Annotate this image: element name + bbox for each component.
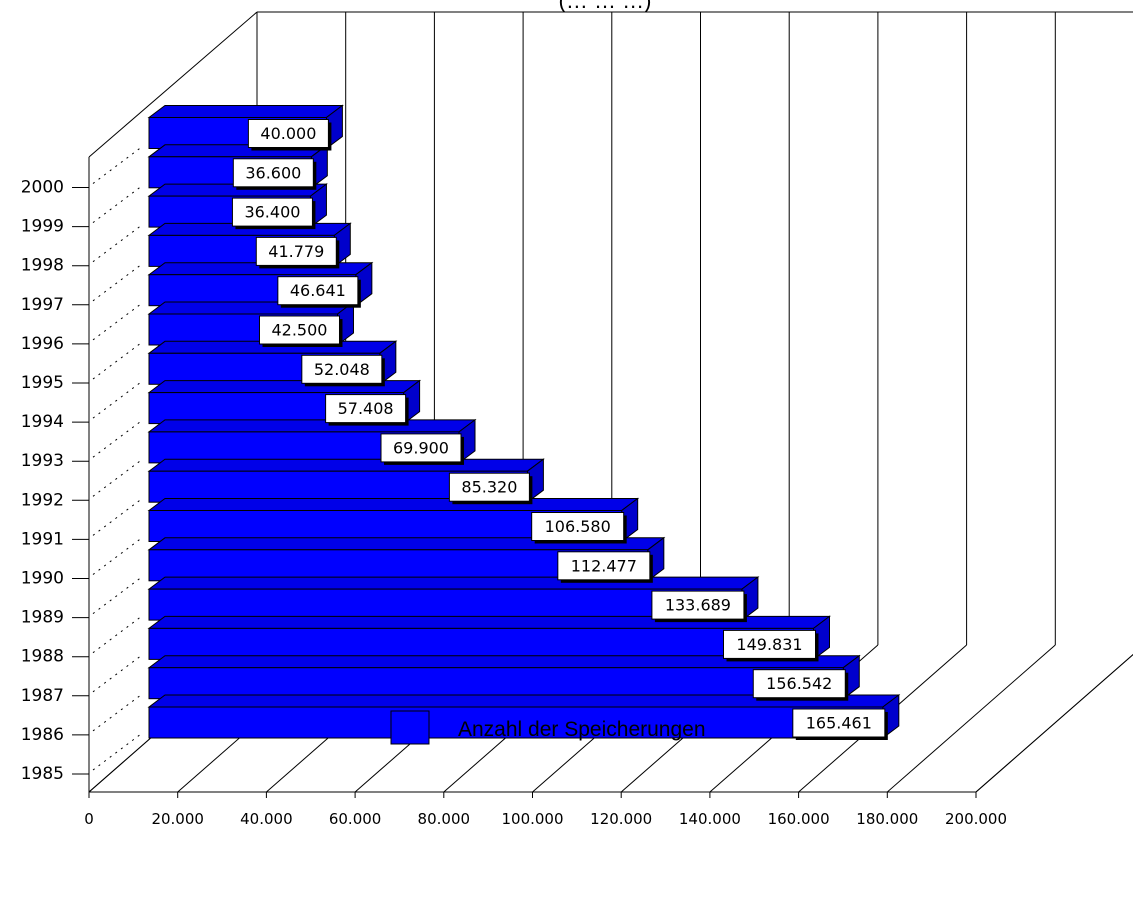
bar bbox=[148, 667, 844, 700]
data-label-box bbox=[232, 158, 314, 188]
data-label-box bbox=[723, 629, 817, 659]
data-label: 156.542 bbox=[766, 674, 832, 693]
y-category-label: 1993 bbox=[21, 451, 64, 471]
data-label: 133.689 bbox=[665, 596, 731, 615]
y-category-label: 1986 bbox=[21, 725, 64, 745]
chart-title: (… … …) bbox=[559, 0, 652, 13]
x-tick-label: 160.000 bbox=[768, 810, 830, 828]
bar-top-face bbox=[147, 576, 760, 590]
floor-right-edge bbox=[975, 653, 1133, 793]
y-category-label: 2000 bbox=[21, 178, 64, 198]
data-label: 40.000 bbox=[260, 124, 316, 143]
y-category-label: 1985 bbox=[21, 764, 64, 784]
data-label-box bbox=[651, 590, 745, 620]
y-category-label: 1997 bbox=[21, 295, 64, 315]
data-label-box bbox=[231, 197, 313, 227]
wall-dotted-line bbox=[92, 147, 142, 184]
data-label: 57.408 bbox=[338, 399, 394, 418]
data-label: 106.580 bbox=[545, 517, 611, 536]
x-tick-label: 180.000 bbox=[856, 810, 918, 828]
wall-dotted-line bbox=[92, 420, 142, 458]
y-category-label: 1995 bbox=[21, 373, 64, 393]
data-label-box bbox=[255, 236, 337, 266]
wall-dotted-line bbox=[92, 264, 142, 302]
x-tick-label: 120.000 bbox=[590, 810, 652, 828]
data-label: 52.048 bbox=[314, 360, 370, 379]
data-label: 46.641 bbox=[290, 281, 346, 300]
bar-top-face bbox=[147, 498, 640, 511]
legend-swatch bbox=[390, 710, 430, 745]
y-category-label: 1989 bbox=[21, 608, 64, 628]
wall-dotted-line bbox=[92, 186, 142, 224]
data-label: 112.477 bbox=[571, 556, 637, 575]
data-label: 41.779 bbox=[268, 242, 324, 261]
data-label-box bbox=[557, 551, 651, 581]
data-label: 149.831 bbox=[736, 635, 802, 654]
wall-dotted-line bbox=[92, 225, 142, 263]
data-label-box bbox=[258, 315, 340, 345]
y-category-label: 1987 bbox=[21, 686, 64, 706]
y-category-label: 1994 bbox=[21, 412, 64, 432]
y-category-label: 1991 bbox=[21, 529, 64, 549]
data-label: 165.461 bbox=[806, 714, 872, 733]
legend-label: Anzahl der Speicherungen bbox=[458, 718, 706, 741]
data-label: 69.900 bbox=[393, 438, 449, 457]
y-category-label: 1992 bbox=[21, 490, 64, 510]
wall-dotted-line bbox=[92, 381, 142, 419]
data-labels: 165.461 156.542 149.831 133.689 112.477 106.5… bbox=[231, 119, 888, 740]
legend: Anzahl der Speicherungen bbox=[390, 710, 706, 745]
data-label-box bbox=[448, 472, 530, 502]
wall-dotted-line bbox=[92, 733, 142, 771]
x-tick-label: 200.000 bbox=[945, 810, 1007, 828]
wall-dotted-line bbox=[92, 498, 142, 536]
x-tick-label: 100.000 bbox=[501, 810, 563, 828]
data-label: 85.320 bbox=[461, 478, 517, 497]
left-wall-top-edge bbox=[88, 11, 258, 158]
x-axis-labels: 0 20.000 40.000 60.000 80.000 100.000 120.000 1… bbox=[84, 810, 1007, 828]
data-label-box bbox=[277, 276, 359, 306]
floor-grid-line bbox=[886, 644, 1056, 793]
data-label-box bbox=[752, 669, 846, 699]
data-label-box bbox=[531, 512, 625, 541]
data-label-box bbox=[792, 708, 886, 738]
wall-dotted-line bbox=[92, 655, 142, 693]
data-label-box bbox=[247, 119, 329, 148]
x-tick-label: 80.000 bbox=[418, 810, 471, 828]
wall-dotted-line bbox=[92, 303, 142, 341]
y-axis-labels: 1985 1986 1987 1988 1989 1990 1991 1992 1993 1994… bbox=[21, 147, 142, 784]
x-tick-label: 60.000 bbox=[329, 810, 382, 828]
data-label-box bbox=[380, 433, 462, 463]
data-label-box bbox=[325, 394, 407, 424]
data-label: 36.600 bbox=[245, 163, 301, 182]
wall-dotted-line bbox=[92, 616, 142, 654]
wall-dotted-line bbox=[92, 694, 142, 732]
y-category-label: 1990 bbox=[21, 569, 64, 589]
x-tick-label: 20.000 bbox=[151, 810, 204, 828]
y-category-label: 1988 bbox=[21, 647, 64, 667]
wall-dotted-line bbox=[92, 459, 142, 497]
x-tick-label: 0 bbox=[84, 810, 94, 828]
data-label: 42.500 bbox=[271, 321, 327, 340]
x-tick-label: 140.000 bbox=[679, 810, 741, 828]
x-tick-label: 40.000 bbox=[240, 810, 293, 828]
bar-top-face bbox=[147, 419, 477, 433]
y-category-label: 1999 bbox=[21, 217, 64, 237]
bar bbox=[148, 706, 884, 739]
bar-top-face bbox=[147, 105, 344, 118]
floor-grid-line bbox=[975, 653, 1133, 793]
y-category-label: 1998 bbox=[21, 256, 64, 276]
wall-dotted-line bbox=[92, 538, 142, 575]
bar-top-face bbox=[147, 458, 545, 472]
data-label: 36.400 bbox=[244, 203, 300, 222]
chart-title-group: (… … …) bbox=[559, 0, 652, 13]
data-label-box bbox=[301, 354, 383, 384]
wall-dotted-line bbox=[92, 577, 142, 614]
bar bbox=[148, 627, 815, 660]
wall-dotted-line bbox=[92, 342, 142, 380]
y-category-label: 1996 bbox=[21, 334, 64, 354]
